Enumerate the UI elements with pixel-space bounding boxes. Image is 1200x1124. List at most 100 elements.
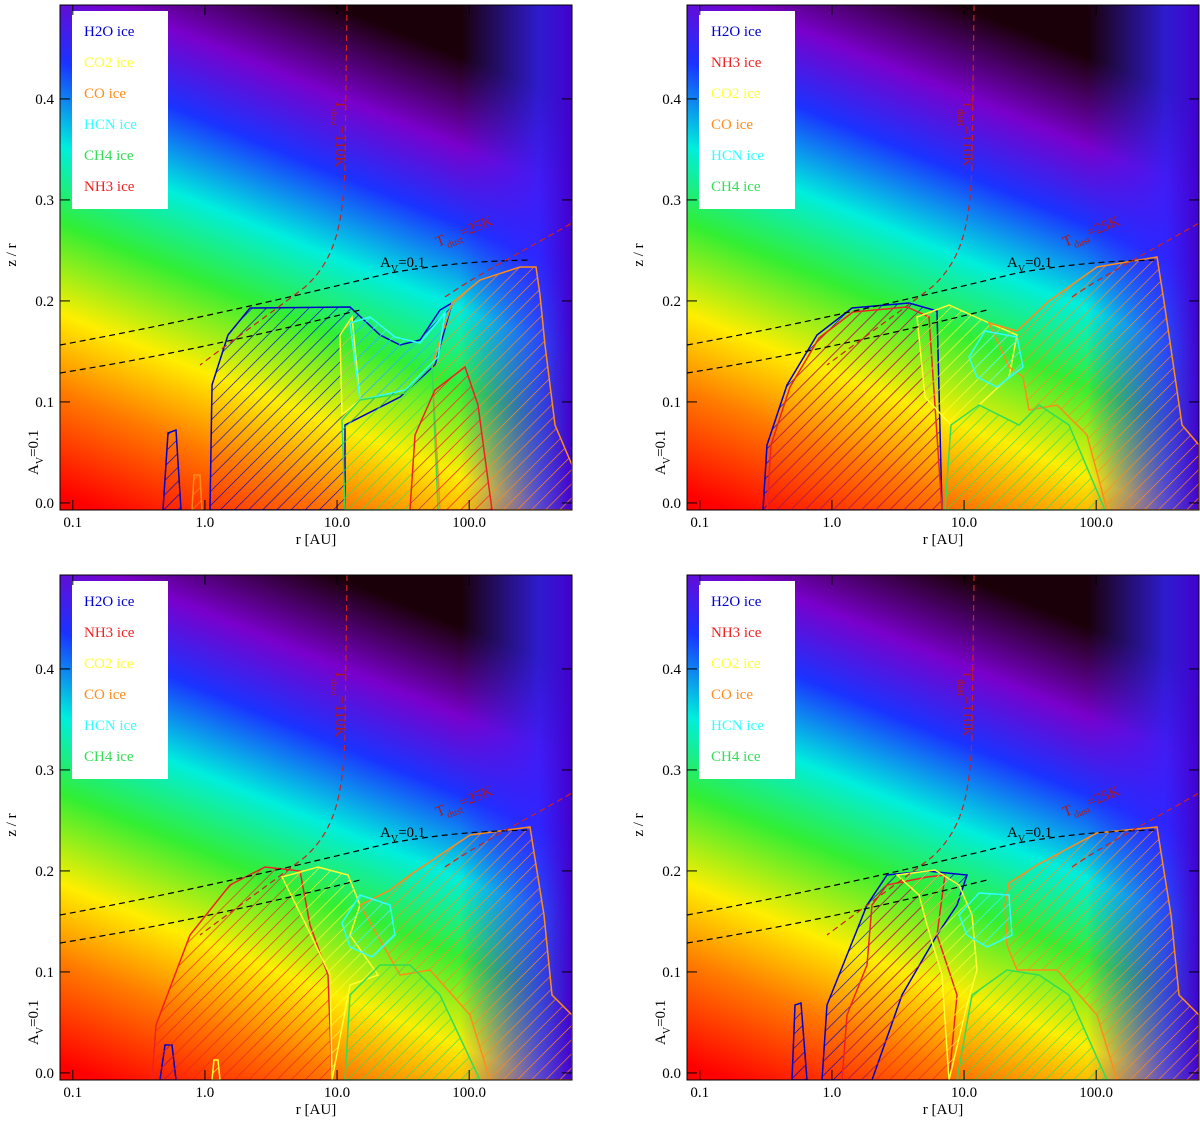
y-tick-label: 0.0: [35, 496, 54, 512]
contour-line: [687, 829, 1158, 916]
contour-line: [826, 575, 975, 936]
ice-region: [956, 969, 1108, 1080]
annotation: AV=0.1: [380, 255, 425, 275]
ice-region: [358, 826, 572, 1080]
x-axis-label: r [AU]: [296, 1102, 336, 1118]
y-tick-label: 0.3: [35, 193, 54, 209]
contour-line: [199, 5, 348, 366]
legend-entry: CO ice: [84, 86, 126, 102]
legend-entry: CH4 ice: [84, 749, 134, 765]
ice-region: [344, 964, 481, 1080]
y-tick-label: 0.2: [662, 294, 681, 310]
x-tick-label: 1.0: [823, 1085, 842, 1101]
y-tick-label: 0.4: [662, 662, 681, 678]
y-tick-label: 0.1: [35, 395, 54, 411]
x-tick-label: 100.0: [452, 515, 486, 531]
legend-entry: CH4 ice: [84, 148, 134, 164]
annotation: Tdust=110K: [955, 670, 975, 737]
ice-region: [944, 404, 1106, 510]
ice-region: [191, 474, 203, 510]
annotation-main: A: [380, 825, 391, 841]
ice-region: [791, 1001, 808, 1080]
annotation-rest: =0.1: [398, 255, 425, 271]
ice-region: [987, 256, 1199, 510]
contour-line: [1071, 222, 1199, 298]
legend-box: [699, 11, 795, 209]
ice-region: [958, 892, 1013, 948]
contour-line: [444, 222, 572, 298]
y-tick-label: 0.4: [35, 92, 54, 108]
legend-entry: H2O ice: [84, 594, 135, 610]
x-tick-label: 100.0: [1079, 1085, 1113, 1101]
annotation-main: T: [332, 100, 348, 109]
x-tick-label: 0.1: [63, 1085, 82, 1101]
annotation-sub: V: [391, 834, 399, 845]
annotation-sub: V: [35, 1026, 46, 1034]
y-tick-label: 0.3: [662, 763, 681, 779]
annotation-main: A: [1007, 255, 1018, 271]
axes-frame: [686, 4, 1200, 511]
annotation-rest: =110K: [959, 696, 975, 737]
y-tick-label: 0.0: [35, 1066, 54, 1082]
x-tick-label: 100.0: [1079, 515, 1113, 531]
annotation-sub: V: [662, 456, 673, 464]
legend-entry: HCN ice: [84, 718, 137, 734]
annotation: Tdust=110K: [328, 100, 348, 167]
x-tick-label: 0.1: [63, 515, 82, 531]
contour-line: [60, 829, 531, 916]
annotation: AV=0.1: [1007, 255, 1052, 275]
annotation-sub: V: [35, 456, 46, 464]
ice-region: [341, 894, 396, 958]
legend-entry: NH3 ice: [711, 55, 762, 71]
annotation-sub: V: [1018, 264, 1026, 275]
plot-area: [60, 5, 572, 510]
y-tick-label: 0.2: [35, 294, 54, 310]
ice-region: [766, 306, 943, 510]
annotation: Tdust=110K: [955, 100, 975, 167]
legend-entry: NH3 ice: [84, 625, 135, 641]
ice-region: [1004, 826, 1199, 1080]
y-tick-label: 0.1: [35, 965, 54, 981]
legend-entry: CO ice: [84, 687, 126, 703]
y-tick-label: 0.0: [662, 496, 681, 512]
contour-line: [1071, 792, 1199, 868]
legend-entry: CO2 ice: [711, 656, 761, 672]
annotation: AV=0.1: [653, 430, 673, 475]
x-tick-label: 0.1: [690, 1085, 709, 1101]
legend-entry: CH4 ice: [711, 179, 761, 195]
contour-line: [826, 5, 975, 366]
y-tick-label: 0.4: [35, 662, 54, 678]
x-tick-label: 10.0: [951, 1085, 977, 1101]
ice-region: [151, 866, 333, 1080]
contour-line: [444, 792, 572, 868]
legend-entry: NH3 ice: [84, 179, 135, 195]
x-tick-label: 10.0: [324, 1085, 350, 1101]
contour-line: [60, 879, 361, 944]
annotation: AV=0.1: [380, 825, 425, 845]
legend-entry: CO2 ice: [84, 656, 134, 672]
y-tick-label: 0.3: [662, 193, 681, 209]
y-tick-label: 0.4: [662, 92, 681, 108]
annotation-rest: =110K: [332, 696, 348, 737]
x-axis-label: r [AU]: [923, 1102, 963, 1118]
ice-region: [409, 365, 493, 510]
x-tick-label: 100.0: [452, 1085, 486, 1101]
x-tick-label: 1.0: [196, 1085, 215, 1101]
contour-line: [687, 309, 988, 374]
annotation-main: A: [26, 464, 42, 475]
legend-entry: H2O ice: [711, 594, 762, 610]
y-axis-label: z / r: [631, 243, 647, 266]
y-axis-label: z / r: [4, 243, 20, 266]
annotation-rest: =0.1: [1025, 255, 1052, 271]
annotation-rest: =0.1: [1025, 825, 1052, 841]
legend-entry: H2O ice: [711, 24, 762, 40]
contour-line: [60, 309, 361, 374]
legend-entry: CH4 ice: [711, 749, 761, 765]
legend-entry: HCN ice: [84, 117, 137, 133]
annotation-sub: dust: [955, 109, 966, 126]
ice-region: [211, 1059, 221, 1080]
annotation-main: A: [653, 1034, 669, 1045]
